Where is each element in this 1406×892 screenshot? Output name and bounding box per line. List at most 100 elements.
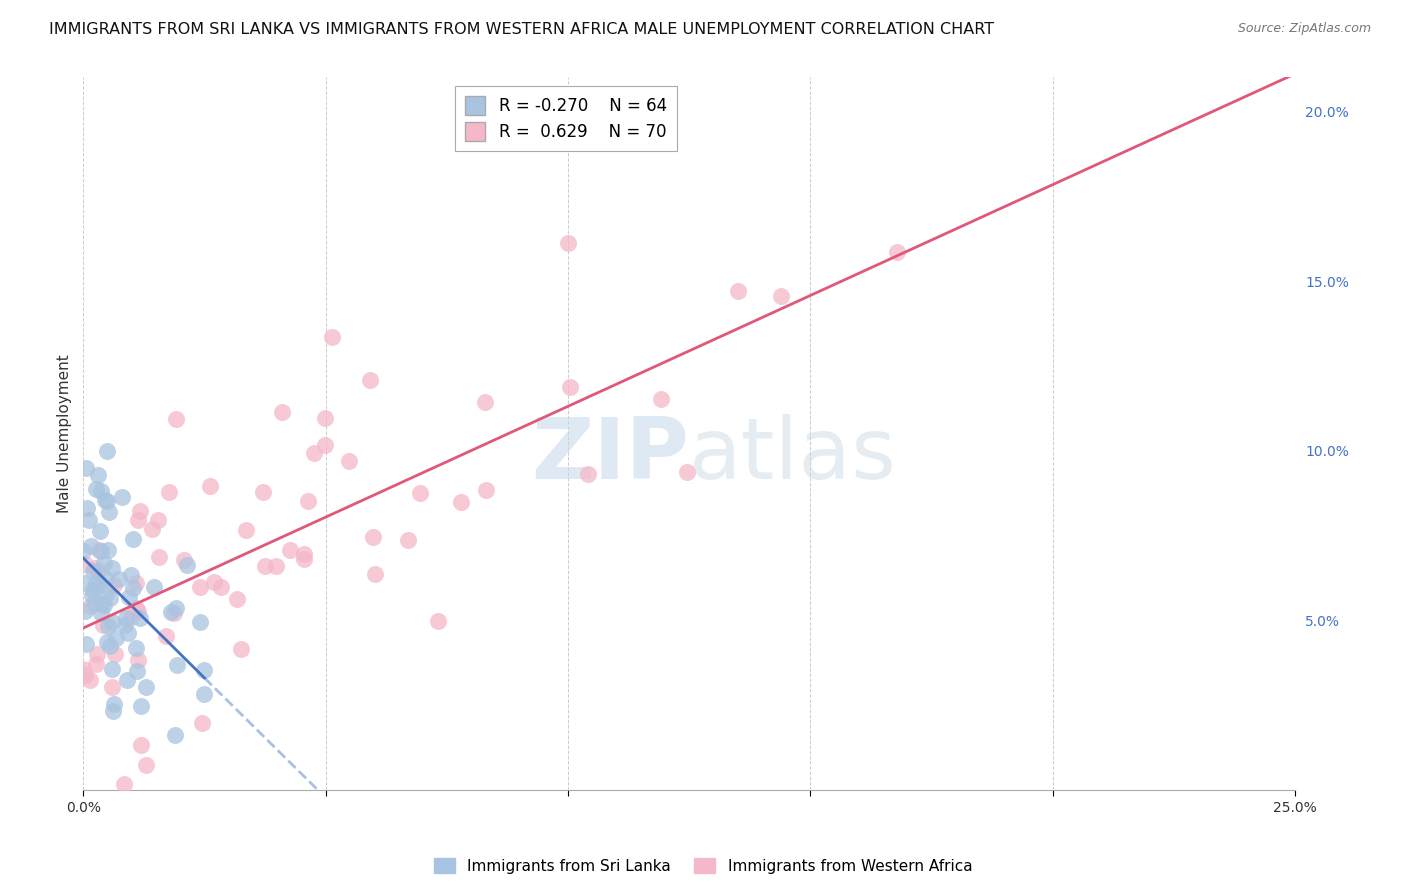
Point	[157, 485, 180, 500]
Point	[129, 611, 152, 625]
Point	[125, 576, 148, 591]
Point	[101, 681, 124, 695]
Point	[93, 556, 115, 570]
Point	[229, 641, 252, 656]
Point	[302, 446, 325, 460]
Point	[75, 558, 97, 572]
Point	[86, 482, 108, 496]
Point	[190, 580, 212, 594]
Point	[101, 561, 124, 575]
Point	[90, 607, 112, 621]
Point	[93, 618, 115, 632]
Point	[82, 564, 104, 578]
Point	[193, 687, 215, 701]
Point	[114, 618, 136, 632]
Point	[98, 640, 121, 654]
Point	[321, 330, 343, 344]
Point	[558, 379, 581, 393]
Point	[280, 543, 302, 558]
Point	[75, 637, 97, 651]
Point	[80, 539, 103, 553]
Point	[87, 564, 110, 578]
Point	[94, 587, 117, 601]
Point	[135, 680, 157, 694]
Point	[97, 619, 120, 633]
Point	[84, 576, 107, 591]
Point	[176, 558, 198, 572]
Point	[96, 494, 118, 508]
Point	[127, 513, 149, 527]
Point	[769, 289, 792, 303]
Point	[297, 494, 319, 508]
Point	[135, 757, 157, 772]
Text: atlas: atlas	[689, 414, 897, 497]
Point	[226, 592, 249, 607]
Point	[112, 777, 135, 791]
Point	[314, 438, 336, 452]
Text: IMMIGRANTS FROM SRI LANKA VS IMMIGRANTS FROM WESTERN AFRICA MALE UNEMPLOYMENT CO: IMMIGRANTS FROM SRI LANKA VS IMMIGRANTS …	[49, 22, 994, 37]
Point	[427, 614, 450, 628]
Point	[103, 578, 125, 592]
Point	[84, 596, 107, 610]
Point	[359, 373, 381, 387]
Text: ZIP: ZIP	[531, 414, 689, 497]
Point	[89, 524, 111, 538]
Point	[339, 454, 361, 468]
Point	[264, 559, 287, 574]
Point	[93, 598, 115, 612]
Point	[127, 653, 149, 667]
Point	[94, 571, 117, 585]
Point	[103, 697, 125, 711]
Point	[84, 561, 107, 575]
Point	[98, 505, 121, 519]
Point	[129, 738, 152, 752]
Point	[146, 513, 169, 527]
Point	[90, 544, 112, 558]
Legend: R = -0.270    N = 64, R =  0.629    N = 70: R = -0.270 N = 64, R = 0.629 N = 70	[456, 86, 676, 151]
Point	[125, 641, 148, 656]
Point	[86, 657, 108, 672]
Point	[474, 395, 496, 409]
Point	[72, 544, 94, 558]
Legend: Immigrants from Sri Lanka, Immigrants from Western Africa: Immigrants from Sri Lanka, Immigrants fr…	[427, 852, 979, 880]
Point	[96, 444, 118, 458]
Point	[886, 245, 908, 260]
Point	[73, 576, 96, 591]
Point	[361, 530, 384, 544]
Point	[90, 484, 112, 499]
Point	[98, 591, 121, 606]
Point	[79, 599, 101, 613]
Point	[125, 601, 148, 615]
Point	[314, 411, 336, 425]
Point	[163, 606, 186, 620]
Point	[101, 615, 124, 629]
Point	[75, 604, 97, 618]
Point	[676, 465, 699, 479]
Point	[127, 664, 149, 678]
Point	[148, 549, 170, 564]
Point	[87, 542, 110, 557]
Point	[142, 581, 165, 595]
Point	[576, 467, 599, 482]
Point	[76, 501, 98, 516]
Point	[122, 532, 145, 546]
Point	[409, 486, 432, 500]
Point	[191, 715, 214, 730]
Point	[292, 547, 315, 561]
Point	[79, 673, 101, 687]
Point	[115, 610, 138, 624]
Point	[364, 567, 387, 582]
Point	[292, 552, 315, 566]
Point	[120, 610, 142, 624]
Point	[252, 484, 274, 499]
Point	[101, 662, 124, 676]
Point	[202, 575, 225, 590]
Point	[96, 635, 118, 649]
Point	[166, 658, 188, 673]
Point	[87, 579, 110, 593]
Point	[117, 673, 139, 687]
Point	[103, 704, 125, 718]
Point	[97, 542, 120, 557]
Point	[165, 728, 187, 742]
Point	[557, 235, 579, 250]
